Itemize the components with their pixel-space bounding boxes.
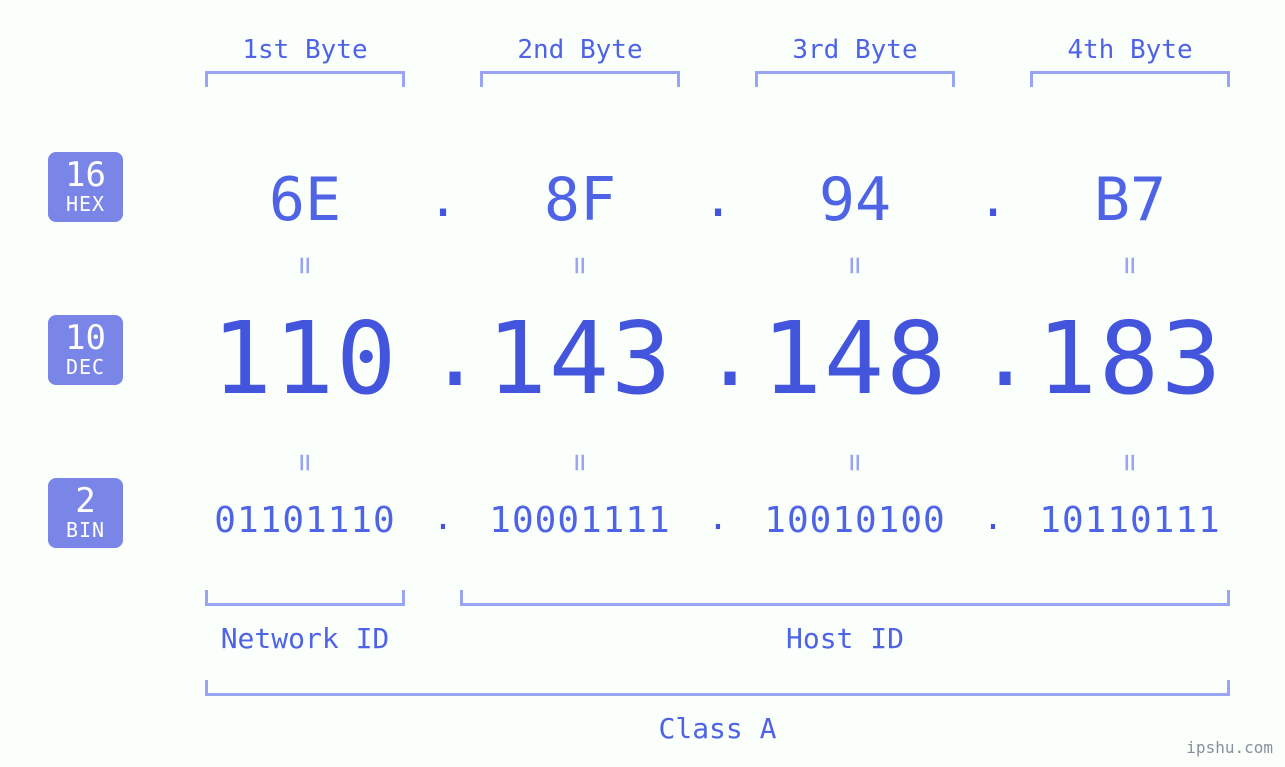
badge-hex-num: 16 bbox=[48, 158, 123, 192]
dot-dec-3: . bbox=[978, 302, 1008, 407]
bin-3: 10010100 bbox=[735, 500, 975, 541]
bin-4: 10110111 bbox=[1010, 500, 1250, 541]
byte-col-4: 4th Byte B7 = 183 = 10110111 bbox=[1010, 35, 1250, 575]
byte-label-4: 4th Byte bbox=[1010, 35, 1250, 65]
equals-dec-bin-1: = bbox=[288, 343, 323, 583]
bin-2: 10001111 bbox=[460, 500, 700, 541]
byte-label-3: 3rd Byte bbox=[735, 35, 975, 65]
byte-label-1: 1st Byte bbox=[185, 35, 425, 65]
byte-col-2: 2nd Byte 8F = 143 = 10001111 bbox=[460, 35, 700, 575]
dot-hex-2: . bbox=[703, 170, 733, 228]
network-id-bracket bbox=[205, 590, 405, 606]
byte-col-3: 3rd Byte 94 = 148 = 10010100 bbox=[735, 35, 975, 575]
badge-hex: 16 HEX bbox=[48, 152, 123, 222]
class-label: Class A bbox=[205, 712, 1230, 745]
equals-dec-bin-3: = bbox=[838, 343, 873, 583]
badge-dec-num: 10 bbox=[48, 321, 123, 355]
top-bracket-2 bbox=[480, 71, 680, 87]
equals-dec-bin-2: = bbox=[563, 343, 598, 583]
badge-bin-txt: BIN bbox=[48, 520, 123, 540]
dot-dec-1: . bbox=[428, 302, 458, 407]
ip-diagram: 16 HEX 10 DEC 2 BIN 1st Byte 6E = 110 = … bbox=[0, 0, 1285, 767]
dot-hex-1: . bbox=[428, 170, 458, 228]
host-id-bracket bbox=[460, 590, 1230, 606]
byte-col-1: 1st Byte 6E = 110 = 01101110 bbox=[185, 35, 425, 575]
badge-dec-txt: DEC bbox=[48, 357, 123, 377]
watermark: ipshu.com bbox=[1186, 738, 1273, 757]
byte-label-2: 2nd Byte bbox=[460, 35, 700, 65]
bin-1: 01101110 bbox=[185, 500, 425, 541]
badge-bin: 2 BIN bbox=[48, 478, 123, 548]
host-id-label: Host ID bbox=[460, 622, 1230, 655]
top-bracket-4 bbox=[1030, 71, 1230, 87]
badge-dec: 10 DEC bbox=[48, 315, 123, 385]
dot-bin-3: . bbox=[978, 498, 1008, 538]
badge-hex-txt: HEX bbox=[48, 194, 123, 214]
dot-bin-2: . bbox=[703, 498, 733, 538]
dot-bin-1: . bbox=[428, 498, 458, 538]
class-bracket bbox=[205, 680, 1230, 696]
top-bracket-1 bbox=[205, 71, 405, 87]
equals-dec-bin-4: = bbox=[1113, 343, 1148, 583]
top-bracket-3 bbox=[755, 71, 955, 87]
badge-bin-num: 2 bbox=[48, 484, 123, 518]
dot-dec-2: . bbox=[703, 302, 733, 407]
network-id-label: Network ID bbox=[205, 622, 405, 655]
dot-hex-3: . bbox=[978, 170, 1008, 228]
